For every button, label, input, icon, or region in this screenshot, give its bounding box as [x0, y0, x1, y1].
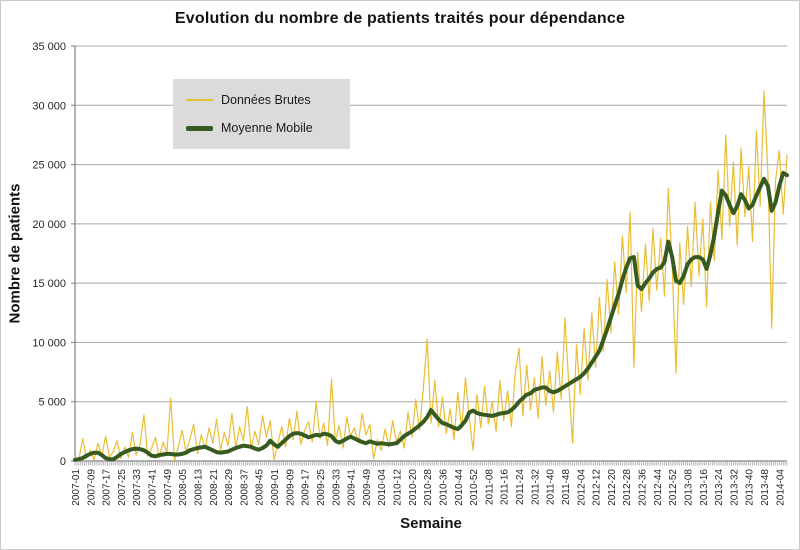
x-tick-label: 2011-24 — [515, 469, 526, 505]
x-tick-label: 2012-52 — [668, 469, 679, 506]
gridlines — [75, 45, 787, 403]
y-tick-label: 30 000 — [32, 100, 66, 112]
y-tick-label: 20 000 — [32, 219, 66, 231]
x-tick-label: 2012-44 — [653, 469, 664, 506]
x-tick-label: 2013-08 — [683, 469, 694, 506]
y-tick-label: 35 000 — [32, 41, 66, 53]
x-tick-label: 2008-45 — [255, 469, 266, 506]
legend-label-moyenne-mobile: Moyenne Mobile — [221, 121, 313, 135]
x-tick-label: 2012-04 — [576, 469, 587, 506]
x-tick-label: 2007-17 — [102, 469, 113, 506]
x-tick-label: 2011-40 — [546, 469, 557, 505]
x-tick-label: 2014-04 — [775, 469, 786, 506]
x-tick-label: 2013-40 — [745, 469, 756, 506]
x-tick-label: 2009-17 — [301, 469, 312, 506]
x-tick-label: 2007-01 — [71, 469, 82, 506]
x-tick-label: 2011-48 — [561, 469, 572, 505]
legend-item-donnees-brutes: Données Brutes — [186, 93, 350, 107]
y-tick-labels: 0 5 000 10 000 15 000 20 000 25 000 30 000 35 0… — [32, 41, 66, 468]
x-tick-label: 2008-21 — [209, 469, 220, 506]
x-tick-label: 2012-36 — [638, 469, 649, 506]
x-tick-label: 2010-28 — [423, 469, 434, 506]
x-tick-label: 2009-09 — [285, 469, 296, 506]
x-tick-label: 2008-37 — [239, 469, 250, 506]
x-tick-label: 2011-16 — [500, 469, 511, 505]
x-tick-labels: 2007-01 2007-09 2007-17 2007-25 2007-33 2007-… — [71, 469, 786, 506]
x-tick-label: 2007-09 — [86, 469, 97, 506]
x-tick-label: 2008-05 — [178, 469, 189, 506]
x-tick-label: 2009-41 — [347, 469, 358, 506]
x-tick-label: 2013-48 — [760, 469, 771, 506]
series-donn-es-brutes — [74, 90, 788, 461]
x-tick-label: 2010-44 — [454, 469, 465, 506]
x-tick-label: 2010-04 — [377, 469, 388, 506]
x-tick-label: 2008-13 — [193, 469, 204, 506]
y-tick-label: 5 000 — [38, 397, 66, 409]
x-tick-label: 2007-49 — [163, 469, 174, 506]
legend: Données Brutes Moyenne Mobile — [173, 79, 350, 149]
x-tick-label: 2011-32 — [530, 469, 541, 505]
y-tick-label: 10 000 — [32, 337, 66, 349]
axes — [71, 45, 787, 462]
x-tick-label: 2009-01 — [270, 469, 281, 506]
x-tick-label: 2007-33 — [132, 469, 143, 506]
y-tick-label: 15 000 — [32, 278, 66, 290]
x-tick-label: 2010-20 — [408, 469, 419, 506]
x-tick-label: 2013-32 — [729, 469, 740, 506]
raw-series-line-swatch — [186, 99, 213, 101]
chart-title: Evolution du nombre de patients traités … — [174, 10, 626, 27]
x-tick-label: 2013-24 — [714, 469, 725, 506]
moving-average-line-swatch — [186, 125, 213, 131]
x-tick-label: 2009-49 — [362, 469, 373, 506]
x-tick-label: 2008-29 — [224, 469, 235, 506]
x-tick-label: 2012-28 — [622, 469, 633, 506]
x-tick-label: 2009-33 — [331, 469, 342, 506]
x-tick-label: 2012-20 — [607, 469, 618, 506]
x-tick-label: 2007-41 — [148, 469, 159, 506]
x-tick-label: 2011-08 — [484, 469, 495, 505]
x-tick-label: 2013-16 — [699, 469, 710, 506]
y-tick-label: 25 000 — [32, 160, 66, 172]
x-tick-label: 2010-36 — [438, 469, 449, 506]
x-tick-label: 2012-12 — [592, 469, 603, 506]
legend-item-moyenne-mobile: Moyenne Mobile — [186, 121, 350, 135]
x-tick-label: 2009-25 — [316, 469, 327, 506]
x-tick-label: 2010-12 — [393, 469, 404, 506]
x-tick-label: 2007-25 — [117, 469, 128, 506]
series-moyenne-mobile — [73, 170, 789, 462]
y-tick-label: 0 — [60, 456, 66, 468]
legend-label-donnees-brutes: Données Brutes — [221, 93, 311, 107]
x-tick-label: 2010-52 — [469, 469, 480, 506]
week-tick-strip — [74, 462, 788, 466]
x-axis-title: Semaine — [400, 515, 462, 532]
